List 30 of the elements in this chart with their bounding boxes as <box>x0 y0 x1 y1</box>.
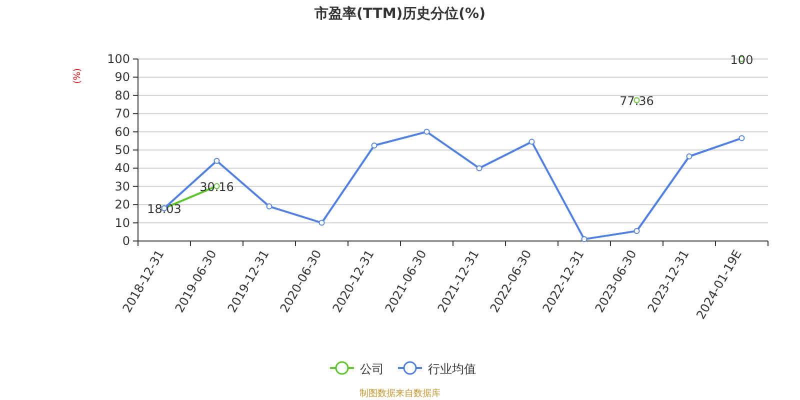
y-tick-label: 10 <box>114 216 130 230</box>
data-label: 77.36 <box>620 94 654 108</box>
y-tick-label: 0 <box>122 234 130 248</box>
legend-label: 公司 <box>360 362 384 376</box>
data-label: 18.03 <box>147 202 182 216</box>
chart-title: 市盈率(TTM)历史分位(%) <box>314 5 486 22</box>
y-tick-label: 100 <box>107 52 130 66</box>
point <box>371 142 378 148</box>
y-tick-label: 90 <box>114 70 130 84</box>
y-tick-label: 60 <box>114 124 130 139</box>
point <box>581 236 588 242</box>
point <box>318 220 325 226</box>
y-tick-label: 70 <box>114 106 130 121</box>
y-tick-label: 30 <box>114 179 130 194</box>
point <box>476 165 482 172</box>
point <box>634 228 640 234</box>
y-tick-label: 20 <box>114 198 130 212</box>
point <box>214 158 220 164</box>
legend-label: 行业均值 <box>428 362 476 376</box>
data-label: 100 <box>730 53 754 67</box>
y-tick-label: 40 <box>114 161 130 176</box>
point <box>266 203 272 210</box>
point <box>424 128 430 135</box>
y-axis-title: (%) <box>73 68 83 84</box>
point <box>528 138 535 145</box>
text: 制图数据来自数据库 <box>360 388 440 399</box>
point <box>738 135 745 142</box>
point <box>686 153 692 160</box>
y-tick-label: 50 <box>114 143 130 157</box>
y-tick-label: 80 <box>114 88 130 102</box>
